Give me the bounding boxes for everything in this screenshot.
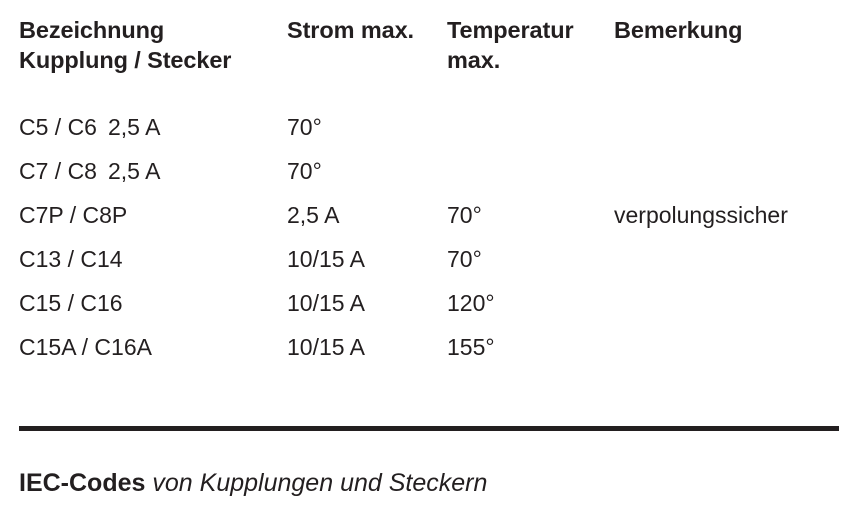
cell-current: 10/15 A (287, 290, 366, 316)
cell-temperature: 155° (447, 334, 495, 360)
column-header-current: Strom max. (287, 17, 414, 43)
caption-rest: von Kupplungen und Steckern (152, 469, 488, 497)
designation-code: C7 / C8 (19, 158, 97, 184)
table-row: C13 / C14 10/15 A 70° (19, 237, 841, 281)
iec-codes-table: Bezeichnung Kupplung / Stecker Strom max… (19, 15, 841, 369)
cell-designation: C7P / C8P (19, 193, 287, 237)
cell-temperature: 120° (447, 290, 495, 316)
table-header-row: Bezeichnung Kupplung / Stecker Strom max… (19, 15, 841, 75)
designation-code: C7P / C8P (19, 202, 128, 228)
cell-current: 10/15 A (287, 334, 366, 360)
column-header-designation: Bezeichnung Kupplung / Stecker (19, 17, 232, 73)
cell-current: 10/15 A (287, 246, 366, 272)
cell-designation: C13 / C14 (19, 237, 287, 281)
cell-designation: C15 / C16 (19, 281, 287, 325)
cell-current: 2,5 A (287, 202, 340, 228)
table-row: C15A / C16A 10/15 A 155° (19, 325, 841, 369)
cell-temperature: 70° (447, 202, 482, 228)
caption-lead: IEC-Codes (19, 469, 146, 497)
table-row: C7 / C8 2,5 A 70° (19, 149, 841, 193)
cell-designation: C5 / C6 2,5 A (19, 105, 287, 149)
caption-divider-rule (19, 426, 839, 431)
figure-caption: IEC-Codes von Kupplungen und Steckern (19, 466, 487, 500)
table-body: C5 / C6 2,5 A 70° C7 / C8 2,5 A 70° C7P / … (19, 105, 841, 369)
cell-designation: C15A / C16A (19, 325, 287, 369)
designation-code: C15A / C16A (19, 334, 152, 360)
table-row: C15 / C16 10/15 A 120° (19, 281, 841, 325)
cell-temperature: 70° (447, 246, 482, 272)
designation-code: C15 / C16 (19, 290, 123, 316)
table-row: C5 / C6 2,5 A 70° (19, 105, 841, 149)
cell-remark: verpolungssicher (614, 202, 788, 228)
cell-current: 70° (287, 158, 322, 184)
designation-current-inline: 2,5 A (107, 114, 161, 140)
designation-current-inline: 2,5 A (107, 158, 161, 184)
designation-code: C5 / C6 (19, 114, 97, 140)
column-header-temperature: Temperatur max. (447, 17, 574, 73)
column-header-remark: Bemerkung (614, 17, 743, 43)
cell-current: 70° (287, 114, 322, 140)
designation-code: C13 / C14 (19, 246, 123, 272)
table-row: C7P / C8P 2,5 A 70° verpolungssicher (19, 193, 841, 237)
cell-designation: C7 / C8 2,5 A (19, 149, 287, 193)
